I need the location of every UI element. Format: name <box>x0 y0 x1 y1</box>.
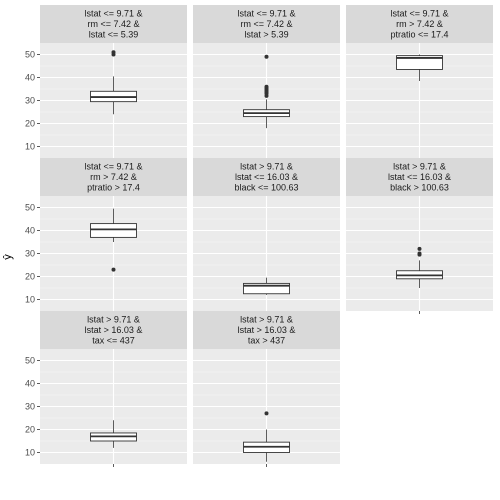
facet-panel-8: lstat > 9.71 &lstat > 16.03 &tax > 437 <box>193 311 340 467</box>
outlier-point <box>264 84 269 89</box>
facet-strip-label: lstat > 16.03 & <box>238 325 296 335</box>
facet-strip-label: lstat > 5.39 <box>244 30 288 40</box>
facet-strip <box>40 158 187 196</box>
y-tick-label: 50 <box>25 203 35 213</box>
box <box>90 223 137 238</box>
y-tick-label: 20 <box>25 272 35 282</box>
box <box>396 55 443 70</box>
facet-panel-6: lstat > 9.71 &lstat <= 16.03 &black > 10… <box>346 158 493 314</box>
facet-strip-label: lstat <= 9.71 & <box>84 9 142 19</box>
outlier-point <box>264 54 269 59</box>
y-tick-label: 40 <box>25 226 35 236</box>
facet-strip-label: lstat > 9.71 & <box>87 315 140 325</box>
y-tick-label: 50 <box>25 50 35 60</box>
y-tick-label: 20 <box>25 119 35 129</box>
y-tick-label: 40 <box>25 73 35 83</box>
outlier-point <box>111 267 116 272</box>
facet-strip <box>193 311 340 349</box>
y-tick-label: 30 <box>25 96 35 106</box>
y-tick-label: 10 <box>25 295 35 305</box>
facet-strip-label: rm > 7.42 & <box>90 172 137 182</box>
facet-strip-label: black <= 100.63 <box>234 183 298 193</box>
facet-strip-label: lstat > 9.71 & <box>393 162 446 172</box>
y-tick-label: 20 <box>25 425 35 435</box>
facet-strip-label: ptratio > 17.4 <box>87 183 140 193</box>
y-tick-label: 10 <box>25 142 35 152</box>
y-tick-label: 50 <box>25 356 35 366</box>
facet-strip-label: lstat <= 16.03 & <box>235 172 298 182</box>
y-tick-label: 30 <box>25 402 35 412</box>
y-axis-label: ŷ <box>2 254 14 260</box>
facet-strip-label: lstat <= 9.71 & <box>390 9 448 19</box>
facet-strip <box>346 5 493 43</box>
y-tick-label: 40 <box>25 379 35 389</box>
facet-strip-label: black > 100.63 <box>390 183 449 193</box>
facet-strip-label: rm <= 7.42 & <box>87 19 139 29</box>
box <box>243 282 290 295</box>
y-tick-label: 30 <box>25 249 35 259</box>
facet-strip <box>40 311 187 349</box>
facet-strip <box>193 5 340 43</box>
facet-panel-3: lstat <= 9.71 &rm > 7.42 &ptratio <= 17.… <box>346 5 493 158</box>
facet-strip-label: tax <= 437 <box>92 336 135 346</box>
outlier-point <box>264 411 269 416</box>
facet-strip-label: ptratio <= 17.4 <box>390 30 448 40</box>
facet-strip-label: lstat <= 16.03 & <box>388 172 451 182</box>
facet-strip <box>193 158 340 196</box>
facet-panel-2: lstat <= 9.71 &rm <= 7.42 &lstat > 5.39 <box>193 5 340 158</box>
facet-strip-label: lstat <= 9.71 & <box>84 162 142 172</box>
outlier-point <box>417 246 422 251</box>
facet-strip-label: rm <= 7.42 & <box>240 19 292 29</box>
facet-strip-label: lstat <= 9.71 & <box>237 9 295 19</box>
facet-panel-1: lstat <= 9.71 &rm <= 7.42 &lstat <= 5.39… <box>25 5 187 158</box>
facet-strip <box>346 158 493 196</box>
facet-strip <box>40 5 187 43</box>
facet-panel-7: lstat > 9.71 &lstat > 16.03 &tax <= 437 1… <box>25 311 187 467</box>
facet-strip-label: rm > 7.42 & <box>396 19 443 29</box>
facet-strip-label: lstat > 16.03 & <box>85 325 143 335</box>
outlier-point <box>417 251 422 256</box>
facet-strip-label: lstat <= 5.39 <box>89 30 139 40</box>
facet-strip-label: lstat > 9.71 & <box>240 162 293 172</box>
outlier-point <box>111 50 116 55</box>
facet-strip-label: lstat > 9.71 & <box>240 315 293 325</box>
facet-strip-label: tax > 437 <box>248 336 285 346</box>
facet-panel-5: lstat > 9.71 &lstat <= 16.03 &black <= 1… <box>193 158 340 311</box>
facet-panel-4: lstat <= 9.71 &rm > 7.42 &ptratio > 17.4… <box>25 158 187 311</box>
y-tick-label: 10 <box>25 448 35 458</box>
